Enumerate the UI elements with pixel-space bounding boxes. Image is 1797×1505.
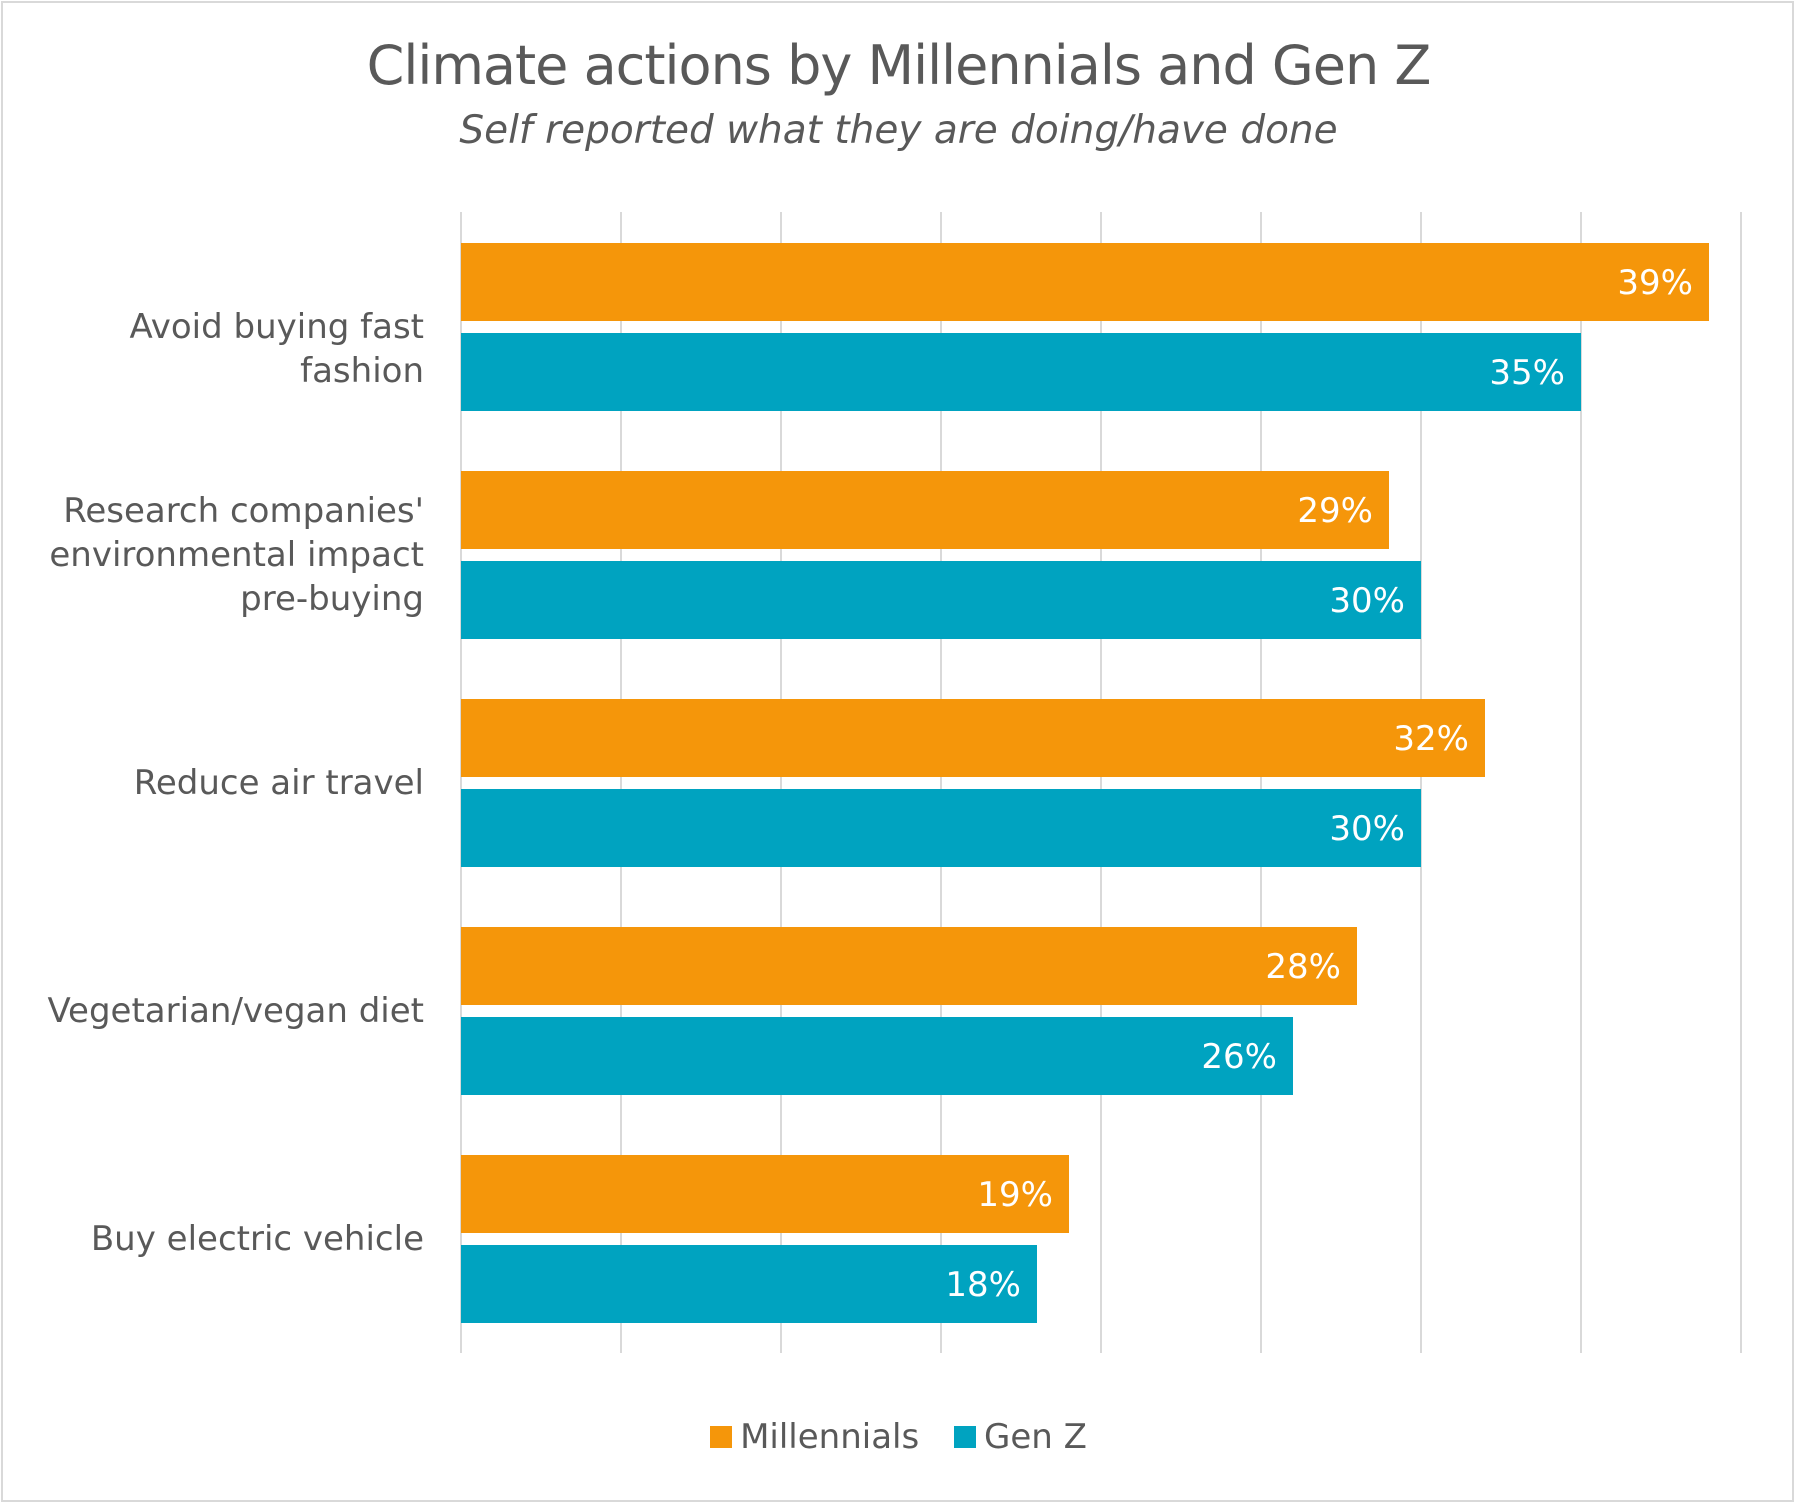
bar-millennials-2: [461, 699, 1485, 777]
data-label-gen-z-3: 26%: [1201, 1037, 1277, 1077]
category-label-line: Avoid buying fast fashion: [129, 307, 424, 391]
chart-legend: Millennials Gen Z: [0, 1417, 1797, 1457]
legend-item-gen-z: Gen Z: [954, 1417, 1087, 1457]
category-label-line: Reduce air travel: [133, 763, 424, 803]
data-label-gen-z-4: 18%: [945, 1265, 1021, 1305]
bar-gen-z-3: [461, 1017, 1293, 1095]
bar-gen-z-1: [461, 561, 1421, 639]
legend-swatch-gen-z: [954, 1426, 977, 1448]
bar-gen-z-0: [461, 333, 1581, 411]
legend-swatch-millennials: [710, 1426, 733, 1448]
bar-millennials-4: [461, 1155, 1069, 1233]
category-label-line: Buy electric vehicle: [90, 1219, 424, 1259]
category-label-4: Buy electric vehicle: [4, 1217, 424, 1261]
legend-item-millennials: Millennials: [710, 1417, 919, 1457]
bar-millennials-3: [461, 927, 1357, 1005]
bar-millennials-0: [461, 243, 1709, 321]
data-label-millennials-1: 29%: [1297, 491, 1373, 531]
category-label-line: pre-buying: [240, 579, 424, 619]
category-label-line: Research companies': [63, 491, 424, 531]
data-label-gen-z-1: 30%: [1329, 581, 1405, 621]
category-label-0: Avoid buying fast fashion: [4, 305, 424, 393]
data-label-millennials-3: 28%: [1265, 947, 1341, 987]
legend-label-gen-z: Gen Z: [984, 1417, 1087, 1457]
category-label-line: environmental impact: [49, 535, 424, 575]
chart-subtitle: Self reported what they are doing/have d…: [459, 108, 1338, 153]
bar-millennials-1: [461, 471, 1389, 549]
bar-chart-plot: 39% 35% 29% 30% 32% 30% 28% 26% 19% 18%: [460, 212, 1742, 1353]
bar-gen-z-4: [461, 1245, 1037, 1323]
bar-gen-z-2: [461, 789, 1421, 867]
chart-title: Climate actions by Millennials and Gen Z: [366, 34, 1432, 97]
category-label-3: Vegetarian/vegan diet: [4, 989, 424, 1033]
category-label-2: Reduce air travel: [4, 761, 424, 805]
category-label-line: Vegetarian/vegan diet: [47, 991, 424, 1031]
data-label-gen-z-0: 35%: [1489, 353, 1565, 393]
data-label-millennials-0: 39%: [1617, 263, 1693, 303]
data-label-millennials-2: 32%: [1393, 719, 1469, 759]
category-label-1: Research companies' environmental impact p…: [4, 489, 424, 621]
data-label-gen-z-2: 30%: [1329, 809, 1405, 849]
legend-label-millennials: Millennials: [740, 1417, 920, 1457]
data-label-millennials-4: 19%: [977, 1175, 1053, 1215]
